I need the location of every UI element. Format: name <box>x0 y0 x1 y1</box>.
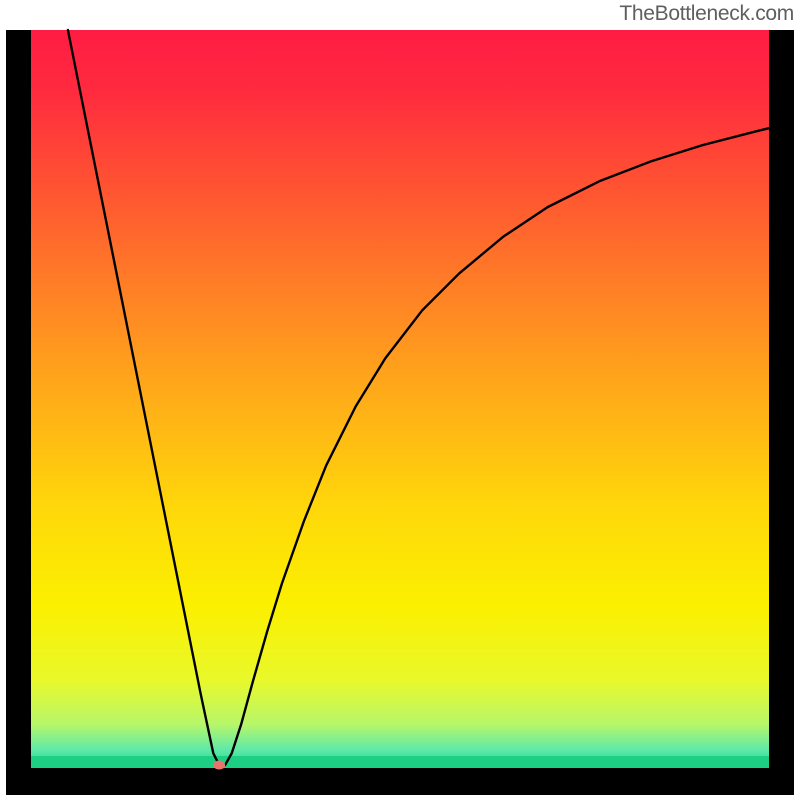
chart-container: TheBottleneck.com <box>0 0 800 800</box>
plot-frame <box>6 30 794 795</box>
watermark-text: TheBottleneck.com <box>619 2 794 26</box>
